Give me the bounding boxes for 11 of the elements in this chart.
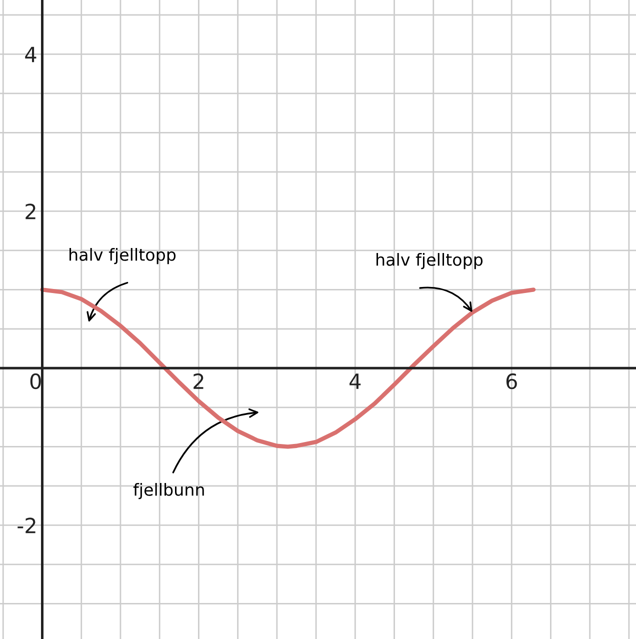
annotation: halv fjelltopp: [70, 248, 176, 264]
x-tick-label: 6: [506, 373, 517, 390]
y-tick-label: 2: [26, 204, 36, 220]
x-tick-label: 4: [350, 374, 361, 389]
annotation: fjellbunn: [133, 483, 204, 500]
x-tick-label: 0: [30, 373, 41, 390]
annotation: halv fjelltopp: [376, 253, 483, 270]
y-tick-label: 4: [25, 46, 36, 62]
x-tick-label: 2: [194, 373, 204, 389]
line-series: [40, 288, 536, 449]
y-tick-label: -2: [18, 518, 36, 534]
